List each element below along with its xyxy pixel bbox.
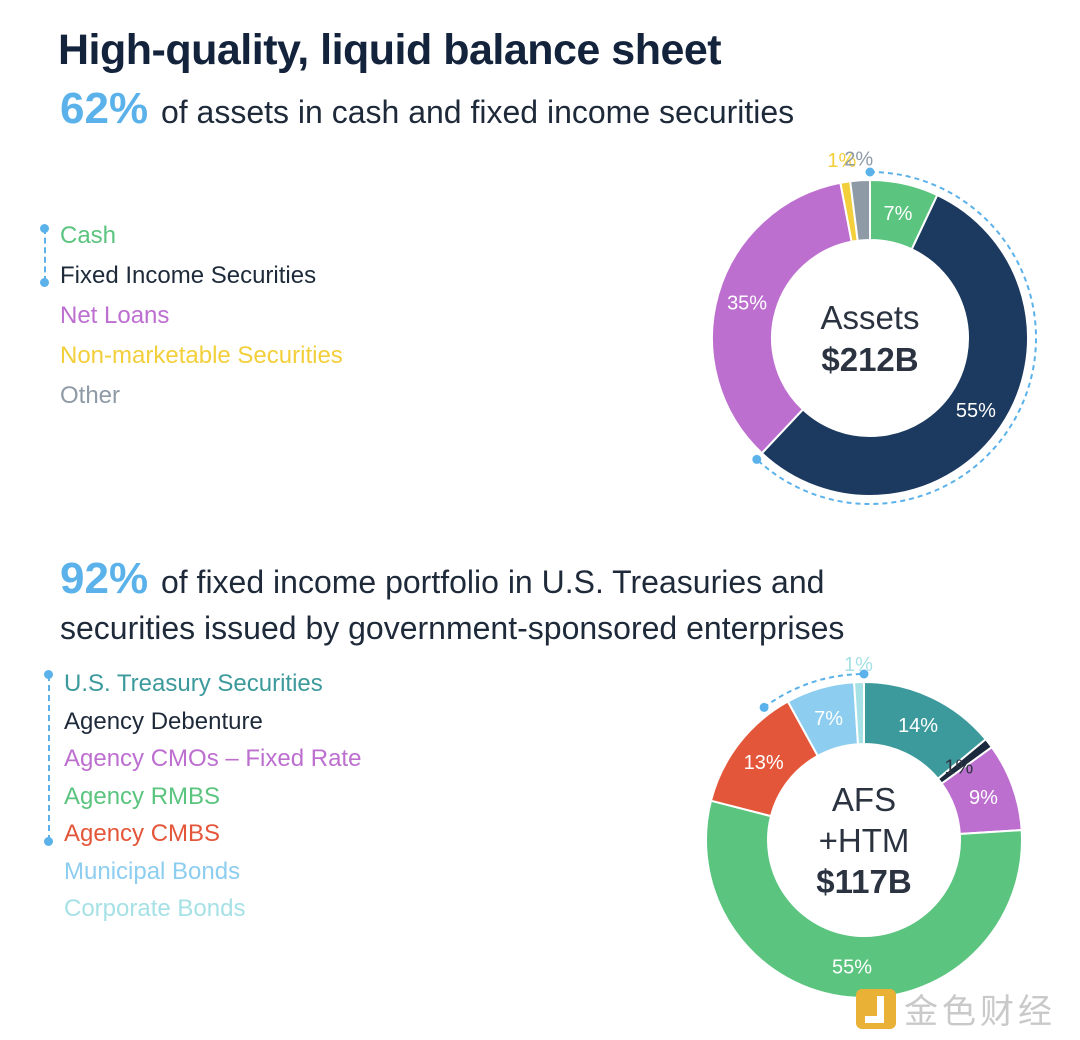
assets-highlight-percent: 62%	[60, 84, 149, 133]
legend-item-us-treasury: U.S. Treasury Securities	[64, 670, 323, 697]
slice-corporate-bonds	[853, 680, 865, 746]
center-label-line: AFS	[832, 781, 896, 818]
highlight-bracket-arc	[763, 673, 865, 709]
jinse-logo-icon	[856, 988, 896, 1029]
portfolio-headline: 92% of fixed income portfolio in U.S. Tr…	[60, 556, 844, 651]
portfolio-headline-text-1: of fixed income portfolio in U.S. Treasu…	[160, 564, 825, 600]
assets-legend: Cash Fixed Income Securities Net Loans N…	[60, 216, 343, 416]
portfolio-legend: U.S. Treasury Securities Agency Debentur…	[64, 665, 361, 928]
legend-bracket	[48, 675, 50, 841]
bracket-dot	[44, 837, 53, 846]
slice-label-agency-cmbs: 13%	[744, 752, 784, 774]
center-label-line: Assets	[820, 299, 919, 336]
slice-label-u-s-treasury-securities: 14%	[898, 715, 938, 737]
legend-item-agency-cmbs: Agency CMBS	[64, 820, 221, 847]
legend-item-cash: Cash	[60, 222, 117, 249]
assets-headline: 62% of assets in cash and fixed income s…	[60, 84, 794, 134]
slice-label-agency-cmos-fixed-rate: 9%	[969, 787, 998, 809]
assets-donut-chart: 7% 55% 35% 1%2% Assets $212B	[711, 148, 1037, 505]
legend-item-agency-cmos: Agency CMOs – Fixed Rate	[64, 745, 362, 772]
portfolio-donut-chart: 14% 1% 9% 55% 13% 7% 1% AFS +HTM $117B	[705, 654, 1023, 999]
legend-item-other: Other	[60, 382, 121, 409]
center-label-line: $212B	[821, 341, 918, 378]
slice-label-municipal-bonds: 7%	[814, 708, 843, 730]
page-title: High-quality, liquid balance sheet	[58, 26, 722, 74]
portfolio-highlight-percent: 92%	[60, 554, 149, 603]
slice-other	[849, 178, 871, 242]
slice-label-agency-debenture: 1%	[944, 756, 973, 778]
slice-label-corporate-bonds: 1%	[844, 654, 873, 676]
legend-item-corporate-bonds: Corporate Bonds	[64, 895, 246, 922]
slice-label-net-loans: 35%	[727, 292, 767, 314]
legend-item-municipal-bonds: Municipal Bonds	[64, 857, 241, 885]
legend-bracket	[44, 228, 46, 282]
center-label-line: $117B	[816, 863, 911, 900]
legend-item-fixed-income: Fixed Income Securities	[60, 262, 317, 289]
slice-label-cash: 7%	[883, 203, 912, 225]
slice-label-other: 2%	[844, 148, 873, 170]
slice-net-loans	[711, 181, 853, 455]
bracket-dot	[865, 167, 875, 177]
legend-item-net-loans: Net Loans	[60, 302, 170, 329]
center-label-line: +HTM	[819, 822, 910, 859]
bracket-dot	[759, 702, 769, 712]
watermark: 金色财经	[856, 984, 1056, 1033]
slice-fixed-income-securities	[760, 193, 1029, 497]
legend-item-non-marketable: Non-marketable Securities	[60, 342, 343, 369]
bracket-dot	[859, 669, 869, 679]
bracket-dot	[40, 278, 49, 287]
legend-item-agency-debenture: Agency Debenture	[64, 707, 263, 735]
legend-item-agency-rmbs: Agency RMBS	[64, 782, 221, 810]
slice-agency-rmbs	[705, 799, 1023, 999]
bracket-dot	[752, 454, 762, 464]
slice-label-non-marketable-securities: 1%	[827, 150, 856, 172]
bracket-dot	[40, 224, 49, 233]
bracket-dot	[44, 670, 53, 679]
portfolio-headline-line2: securities issued by government-sponsore…	[60, 610, 845, 646]
watermark-text: 金色财经	[904, 992, 1056, 1032]
highlight-bracket-arc	[756, 171, 1037, 505]
portfolio-headline-line1: 92% of fixed income portfolio in U.S. Tr…	[60, 556, 844, 605]
slice-label-agency-rmbs: 55%	[832, 956, 872, 978]
assets-headline-text: of assets in cash and fixed income secur…	[160, 94, 795, 130]
slice-label-fixed-income-securities: 55%	[956, 400, 996, 422]
